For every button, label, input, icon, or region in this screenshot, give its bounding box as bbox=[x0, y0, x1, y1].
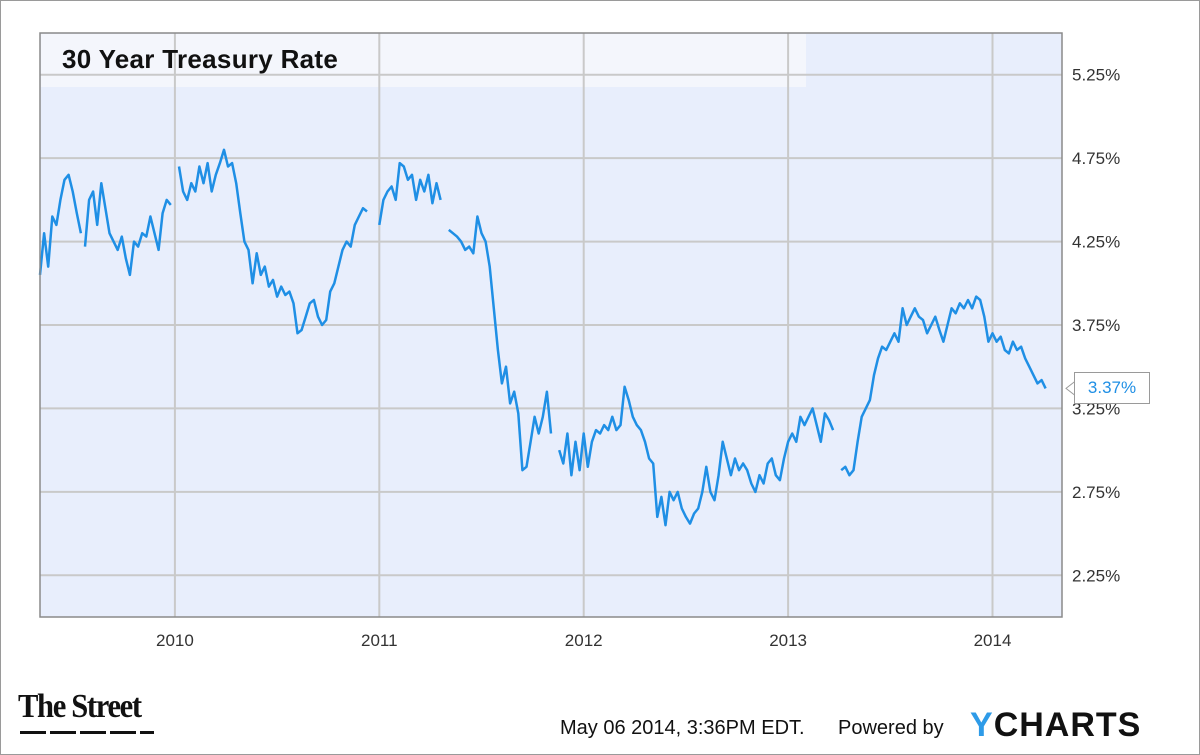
ycharts-logo-y: Y bbox=[970, 706, 994, 744]
ycharts-logo-text: CHARTS bbox=[993, 706, 1142, 744]
footer-powered-by: Powered by bbox=[838, 717, 944, 739]
x-tick-label: 2011 bbox=[361, 631, 398, 650]
title-band bbox=[41, 34, 806, 87]
last-value-label: 3.37% bbox=[1074, 372, 1150, 405]
y-tick-label: 4.25% bbox=[1072, 233, 1120, 252]
series-line-segment bbox=[840, 295, 1047, 477]
series-line bbox=[38, 148, 1047, 527]
series-line-segment bbox=[558, 385, 835, 527]
y-tick-label: 5.25% bbox=[1072, 66, 1120, 85]
series-line-segment bbox=[83, 181, 172, 277]
x-tick-label: 2013 bbox=[769, 631, 807, 650]
y-tick-label: 3.75% bbox=[1072, 316, 1120, 335]
ycharts-logo[interactable]: YCHARTS bbox=[970, 706, 1141, 745]
x-axis-ticks: 2010 2011 2012 2013 2014 bbox=[156, 631, 1011, 650]
x-tick-label: 2014 bbox=[974, 631, 1012, 650]
series-line-segment bbox=[448, 215, 553, 472]
y-tick-label: 2.75% bbox=[1072, 483, 1120, 502]
thestreet-logo: The Street bbox=[18, 688, 142, 725]
plot-border bbox=[39, 32, 1063, 618]
footer-timestamp: May 06 2014, 3:36PM EDT. bbox=[560, 717, 805, 739]
chart-title: 30 Year Treasury Rate bbox=[62, 44, 339, 74]
y-tick-label: 2.25% bbox=[1072, 566, 1120, 585]
series-line-segment bbox=[378, 161, 442, 226]
y-axis-ticks: 2.25%2.75%3.25%3.75%4.25%4.75%5.25% bbox=[1072, 66, 1120, 586]
series-line-segment bbox=[38, 173, 83, 276]
series-line-segment bbox=[177, 148, 368, 335]
grid-lines bbox=[40, 33, 1062, 617]
thestreet-logo-rule bbox=[20, 731, 154, 734]
y-tick-label: 4.75% bbox=[1072, 149, 1120, 168]
x-tick-label: 2010 bbox=[156, 631, 194, 650]
x-tick-label: 2012 bbox=[565, 631, 603, 650]
